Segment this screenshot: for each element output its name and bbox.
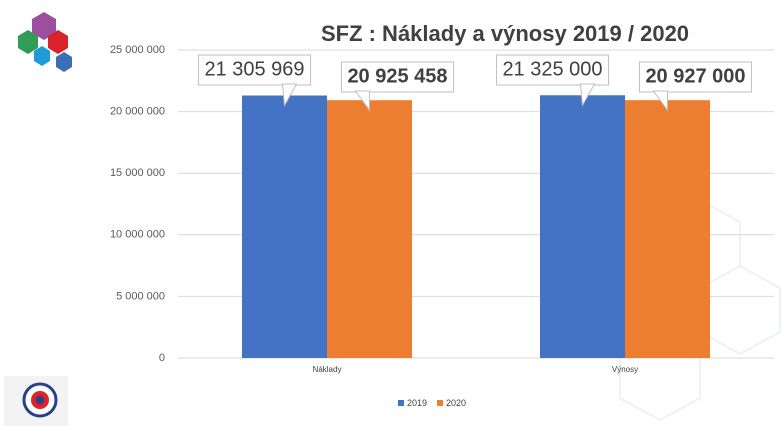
x-tick-label: Výnosy [612,365,638,374]
data-label: 20 927 000 [645,65,745,87]
y-tick-label: 25 000 000 [110,44,165,56]
y-tick-label: 0 [159,352,165,364]
bar [327,100,412,358]
legend-swatch [398,400,404,406]
data-label-pointer [580,83,596,107]
data-label-pointer [282,83,298,108]
y-tick-label: 15 000 000 [110,167,165,179]
bar [625,100,710,359]
data-label-box [340,61,455,93]
x-tick-label: Náklady [313,365,342,374]
data-label-box [495,54,610,86]
legend-swatch [437,400,444,406]
top-logo [18,12,72,72]
legend-label: 2019 [407,398,427,408]
data-label: 21 325 000 [502,58,602,80]
chart-title: SFZ : Náklady a výnosy 2019 / 2020 [321,21,689,46]
bar [242,95,327,358]
data-label: 20 925 458 [347,65,447,87]
data-label-box [638,61,753,93]
y-tick-label: 20 000 000 [110,106,165,118]
bar [540,95,625,358]
data-label-pointer [354,90,371,112]
data-label-pointer [652,90,669,112]
y-tick-label: 10 000 000 [110,229,165,241]
data-label: 21 305 969 [204,58,304,80]
data-label-box [197,54,312,86]
y-tick-label: 5 000 000 [116,290,165,302]
legend-label: 2020 [446,398,466,408]
bottom-logo [4,376,68,426]
